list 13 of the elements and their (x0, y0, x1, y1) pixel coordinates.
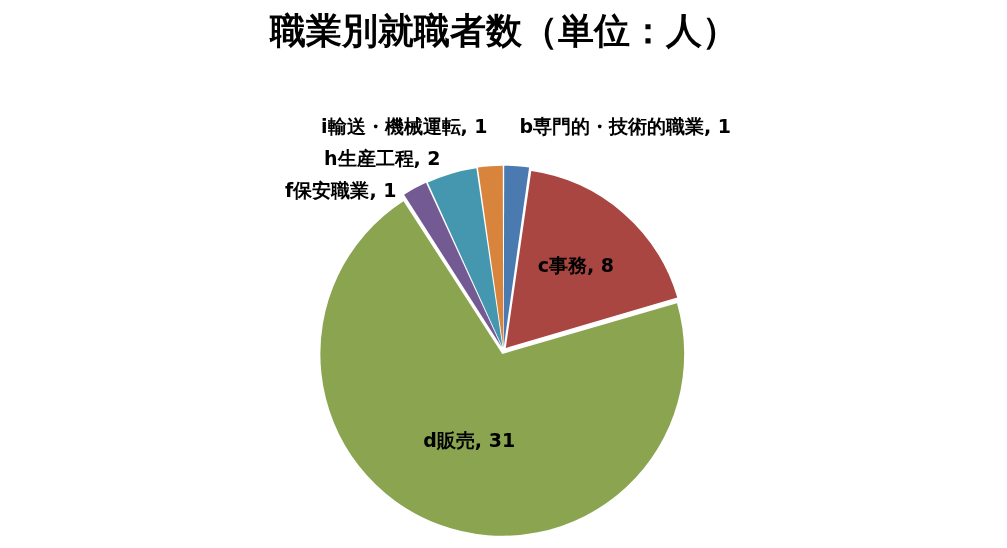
slice-label: h生産工程 (323, 146, 414, 169)
slice-label: i輸送・機械運転 (321, 114, 461, 137)
data-label: , 1 (369, 178, 397, 201)
data-label: , 1 (460, 114, 488, 137)
chart-title: 職業別就職者数（単位：人） (268, 9, 738, 51)
data-label: , 31 (474, 429, 516, 452)
data-label: , 1 (704, 114, 732, 137)
slice-label: d販売 (423, 429, 475, 452)
data-label: , 2 (413, 146, 441, 169)
slice-label: f保安職業 (285, 178, 370, 201)
data-label: , 8 (587, 253, 615, 276)
slice-label: c事務 (537, 253, 588, 276)
slice-label: b専門的・技術的職業 (519, 114, 705, 137)
